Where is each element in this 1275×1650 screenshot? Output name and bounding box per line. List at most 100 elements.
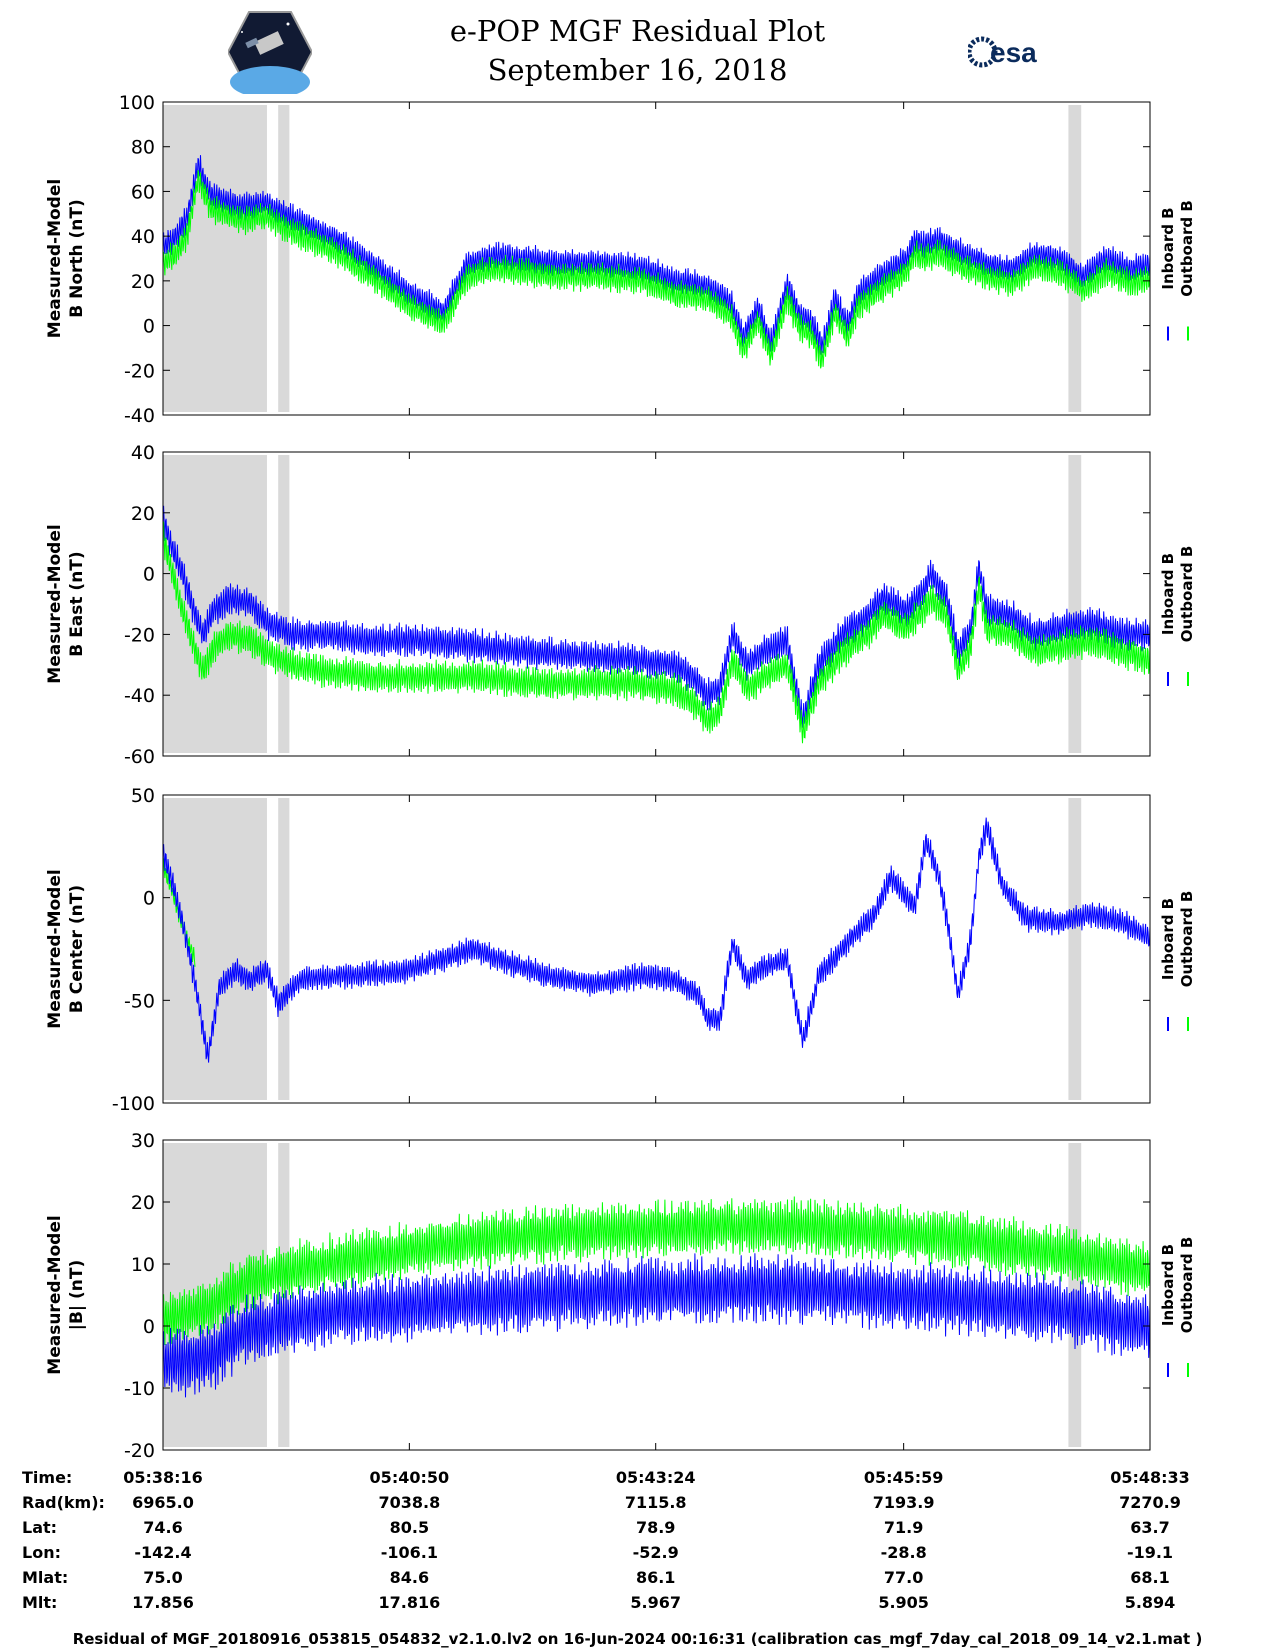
shaded-region [278,798,290,1100]
table-cell: 80.5 [389,1518,430,1537]
y-tick-label: 80 [131,137,155,159]
table-cell: 68.1 [1130,1568,1170,1587]
table-cell: 7038.8 [378,1493,441,1512]
series-line-outboard-b [162,1196,1151,1346]
table-cell: 05:48:33 [1110,1468,1190,1487]
shaded-region [163,798,267,1100]
table-cell: 05:45:59 [863,1468,944,1487]
y-tick-label: -20 [124,360,155,382]
series-line-inboard-b [162,817,1151,1063]
y-tick-label: 60 [131,181,155,203]
plot-frame [162,101,1151,416]
panel-3: 50 0 -50 -100 Measured-Model B Center (nT) Inb… [45,785,1196,1115]
cassiope-mission-logo [228,11,312,94]
y-axis-label-line1: Measured-Model [45,179,65,338]
chart-title: e-POP MGF Residual Plot [449,14,826,48]
shaded-region [278,105,290,412]
table-cell: 7270.9 [1119,1493,1181,1512]
table-row-label: Time: [22,1468,73,1487]
table-cell: 05:43:24 [615,1468,696,1487]
y-tick-label: 50 [131,785,155,807]
panel-1: 100 80 60 40 20 0 -20 -40 Measured-Model B North … [45,92,1196,427]
y-tick-label: -100 [112,1093,155,1115]
legend-label-outboard: Outboard B [1178,891,1196,988]
y-axis-label: Measured-Model B Center (nT) [45,869,87,1028]
y-axis-label: Measured-Model B North (nT) [45,179,87,338]
table-cell: 17.856 [132,1593,194,1612]
table-cell: 05:40:50 [369,1468,450,1487]
series-line-outboard-b [162,521,1151,744]
series-line-inboard-b [162,505,1151,728]
y-tick-label: -40 [124,405,155,427]
y-tick-label: 40 [131,442,155,464]
y-tick-label: 30 [131,1130,155,1152]
table-cell: 75.0 [143,1568,183,1587]
legend-label-inboard: Inboard B [1159,898,1177,980]
shaded-region [278,455,290,753]
table-row-label: Mlat: [22,1568,69,1587]
y-axis-label-line2: |B| (nT) [67,1260,87,1331]
table-row-label: Lon: [22,1543,61,1562]
table-cell: 71.9 [883,1518,924,1537]
y-tick-label: -40 [124,685,155,707]
footer-caption: Residual of MGF_20180916_053815_054832_v… [72,1630,1203,1648]
table-cell: 74.6 [143,1518,183,1537]
y-axis-label-line1: Measured-Model [45,1215,65,1374]
legend-label-outboard: Outboard B [1178,200,1196,297]
shaded-region [1068,455,1082,753]
shaded-region [163,105,267,412]
y-tick-label: 0 [143,316,155,338]
table-cell: 05:38:16 [123,1468,203,1487]
y-tick-label: -50 [124,990,155,1012]
legend-label-inboard: Inboard B [1159,1244,1177,1326]
y-tick-label: 20 [131,1192,155,1214]
plot-frame [162,794,1151,1104]
legend-label-inboard: Inboard B [1159,553,1177,635]
table-cell: 6965.0 [132,1493,194,1512]
y-tick-label: 0 [143,564,155,586]
shaded-region [1068,105,1082,412]
y-tick-label: 20 [131,271,155,293]
legend-label-outboard: Outboard B [1178,1237,1196,1334]
table-cell: 63.7 [1130,1518,1170,1537]
y-axis-label: Measured-Model |B| (nT) [45,1215,87,1374]
y-axis-label-line2: B East (nT) [67,551,87,656]
y-tick-label: 10 [131,1254,155,1276]
y-tick-label: -20 [124,1440,155,1462]
legend-label-inboard: Inboard B [1159,207,1177,289]
esa-logo-text: esa [990,37,1037,68]
table-cell: -106.1 [380,1543,438,1562]
y-tick-label: -60 [124,746,155,768]
series-line-inboard-b [162,1253,1151,1398]
table-cell: 78.9 [635,1518,676,1537]
y-tick-label: 20 [131,503,155,525]
series-line-outboard-b [162,170,1151,369]
plot-frame [162,451,1151,757]
panel-2: 40 20 0 -20 -40 -60 Measured-Model B East (nT) I… [45,442,1196,768]
table-cell: -142.4 [134,1543,192,1562]
shaded-region [1068,798,1082,1100]
table-cell: -52.9 [632,1543,679,1562]
table-cell: 7115.8 [624,1493,687,1512]
esa-logo: esa [968,36,1037,68]
table-cell: 84.6 [389,1568,430,1587]
y-axis-label-line2: B North (nT) [67,199,87,318]
shaded-region [1068,1143,1082,1447]
table-cell: 86.1 [635,1568,676,1587]
table-cell: 7193.9 [872,1493,935,1512]
table-cell: 5.905 [878,1593,929,1612]
table-cell: 17.816 [378,1593,441,1612]
panel-4: 30 20 10 0 -10 -20 Measured-Model |B| (nT) Inboa… [45,1130,1196,1462]
table-cell: 5.967 [630,1593,681,1612]
y-tick-label: -10 [124,1378,155,1400]
table-row-label: Mlt: [22,1593,58,1612]
table-cell: -28.8 [880,1543,927,1562]
table-row-label: Lat: [22,1518,58,1537]
table-cell: 5.894 [1124,1593,1176,1612]
y-tick-label: 40 [131,226,155,248]
chart-subtitle: September 16, 2018 [487,53,788,87]
table-cell: -19.1 [1126,1543,1174,1562]
table-cell: 77.0 [883,1568,924,1587]
series-line-inboard-b [162,155,1151,356]
